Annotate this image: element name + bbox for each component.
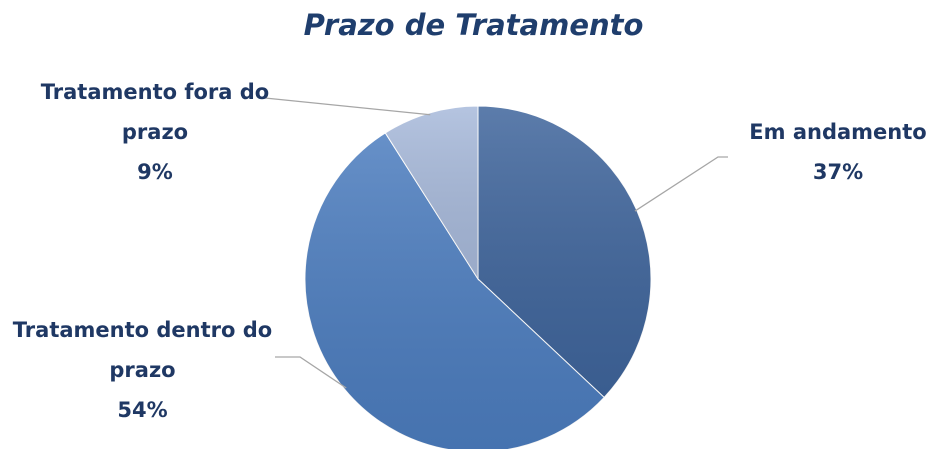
data-label: Em andamento 37% bbox=[718, 112, 947, 192]
slice-shade bbox=[478, 106, 651, 398]
label-name: Tratamento dentro do prazo bbox=[12, 318, 273, 382]
leader-line bbox=[264, 97, 431, 116]
data-label: Tratamento dentro do prazo 54% bbox=[5, 310, 280, 430]
label-value: 9% bbox=[137, 160, 173, 184]
label-name: Tratamento fora do prazo bbox=[40, 80, 270, 144]
chart-title: Prazo de Tratamento bbox=[303, 8, 644, 42]
slice-shade bbox=[305, 132, 605, 449]
leader-line bbox=[275, 356, 347, 389]
data-label: Tratamento fora do prazo 9% bbox=[30, 72, 280, 192]
label-value: 37% bbox=[812, 160, 864, 184]
slice-shade bbox=[385, 106, 478, 279]
label-value: 54% bbox=[117, 398, 168, 422]
label-name: Em andamento bbox=[749, 120, 927, 144]
leader-line bbox=[634, 156, 728, 212]
